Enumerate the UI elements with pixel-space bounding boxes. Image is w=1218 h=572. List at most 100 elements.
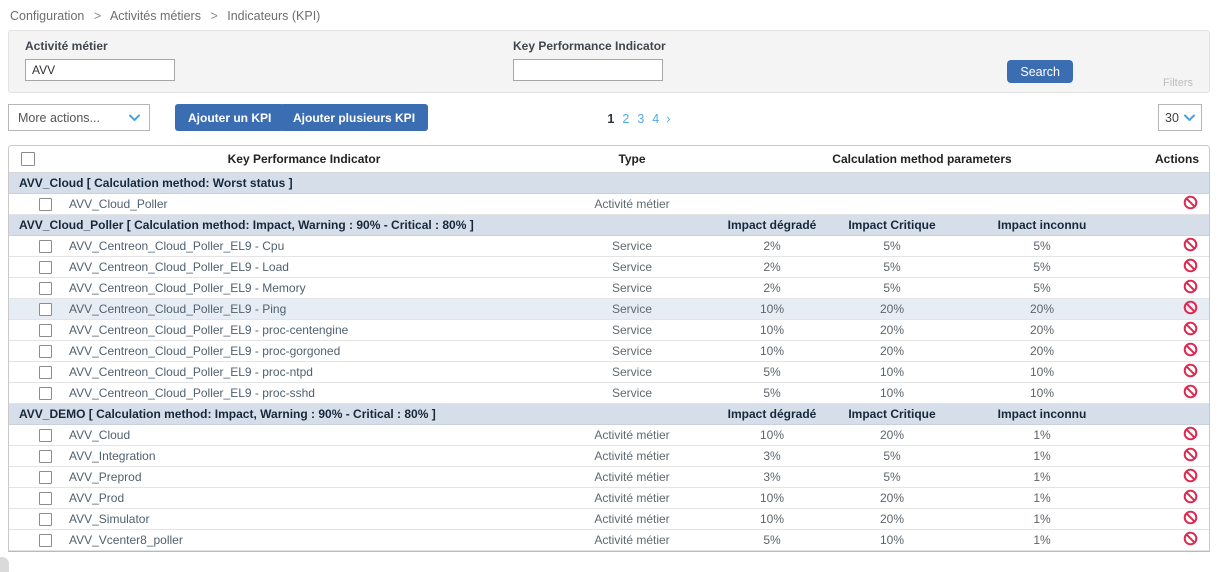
- ban-icon[interactable]: [1183, 363, 1198, 378]
- ban-icon[interactable]: [1183, 489, 1198, 504]
- page-size-select[interactable]: 30: [1158, 104, 1202, 131]
- toolbar: More actions... Ajouter un KPI Ajouter p…: [8, 104, 1210, 132]
- row-checkbox-cell: [9, 488, 61, 509]
- impact-degraded-value: 10%: [717, 341, 827, 362]
- impact-critical-value: 10%: [827, 383, 957, 404]
- kpi-filter-group: Key Performance Indicator: [513, 39, 666, 81]
- ban-icon[interactable]: [1183, 321, 1198, 336]
- impact-unknown-value: 1%: [957, 425, 1127, 446]
- impact-degraded-value: 2%: [717, 236, 827, 257]
- ban-icon[interactable]: [1183, 342, 1198, 357]
- ban-icon[interactable]: [1183, 279, 1198, 294]
- more-actions-label: More actions...: [18, 110, 100, 125]
- kpi-type: Service: [547, 362, 717, 383]
- pagination-page-2[interactable]: 2: [622, 112, 630, 126]
- row-checkbox[interactable]: [39, 387, 52, 401]
- impact-column-label: Impact dégradé: [717, 215, 827, 236]
- activity-filter-input[interactable]: [25, 59, 175, 81]
- select-all-checkbox[interactable]: [21, 152, 35, 167]
- impact-critical-value: 5%: [827, 236, 957, 257]
- impact-unknown-value: 1%: [957, 509, 1127, 530]
- row-actions-cell: [1127, 425, 1209, 446]
- ban-icon[interactable]: [1183, 468, 1198, 483]
- group-actions-spacer: [1127, 173, 1209, 194]
- ban-icon[interactable]: [1183, 531, 1198, 546]
- impact-unknown-value: 1%: [957, 446, 1127, 467]
- impact-column-label: Impact inconnu: [957, 404, 1127, 425]
- ban-icon[interactable]: [1183, 510, 1198, 525]
- impact-degraded-value: 3%: [717, 446, 827, 467]
- ban-icon[interactable]: [1183, 384, 1198, 399]
- row-checkbox[interactable]: [39, 345, 52, 359]
- row-checkbox[interactable]: [39, 240, 52, 254]
- impact-critical-value: [827, 194, 957, 215]
- kpi-row: AVV_Centreon_Cloud_Poller_EL9 - Load Serv…: [9, 257, 1209, 278]
- impact-column-label: Impact Critique: [827, 404, 957, 425]
- row-checkbox[interactable]: [39, 324, 52, 338]
- ban-icon[interactable]: [1183, 426, 1198, 441]
- header-calculation-parameters: Calculation method parameters: [717, 146, 1127, 173]
- breadcrumb-configuration[interactable]: Configuration: [10, 9, 85, 23]
- kpi-name: AVV_Centreon_Cloud_Poller_EL9 - proc-ssh…: [61, 383, 547, 404]
- impact-critical-value: 10%: [827, 362, 957, 383]
- row-checkbox[interactable]: [39, 366, 52, 380]
- row-checkbox[interactable]: [39, 471, 52, 485]
- row-actions-cell: [1127, 446, 1209, 467]
- add-kpi-button[interactable]: Ajouter un KPI: [175, 104, 285, 131]
- group-title: AVV_Cloud [ Calculation method: Worst st…: [9, 173, 717, 194]
- row-checkbox[interactable]: [39, 534, 52, 548]
- ban-icon[interactable]: [1183, 237, 1198, 252]
- kpi-type: Activité métier: [547, 467, 717, 488]
- impact-column-label: [717, 173, 827, 194]
- header-actions: Actions: [1127, 146, 1209, 173]
- impact-degraded-value: 3%: [717, 467, 827, 488]
- impact-critical-value: 10%: [827, 530, 957, 551]
- kpi-filter-input[interactable]: [513, 59, 663, 81]
- ban-icon[interactable]: [1183, 195, 1198, 210]
- ban-icon[interactable]: [1183, 447, 1198, 462]
- pagination-page-3[interactable]: 3: [637, 112, 645, 126]
- impact-unknown-value: 1%: [957, 488, 1127, 509]
- pagination-page-4[interactable]: 4: [652, 112, 660, 126]
- kpi-type: Service: [547, 341, 717, 362]
- kpi-row: AVV_Centreon_Cloud_Poller_EL9 - proc-gor…: [9, 341, 1209, 362]
- row-actions-cell: [1127, 236, 1209, 257]
- row-actions-cell: [1127, 530, 1209, 551]
- row-checkbox[interactable]: [39, 303, 52, 317]
- impact-degraded-value: 5%: [717, 383, 827, 404]
- kpi-row: AVV_Centreon_Cloud_Poller_EL9 - proc-ntp…: [9, 362, 1209, 383]
- row-actions-cell: [1127, 257, 1209, 278]
- impact-critical-value: 5%: [827, 278, 957, 299]
- impact-degraded-value: 2%: [717, 257, 827, 278]
- impact-critical-value: 20%: [827, 509, 957, 530]
- kpi-row: AVV_Integration Activité métier 3% 5% 1%: [9, 446, 1209, 467]
- add-multiple-kpi-button[interactable]: Ajouter plusieurs KPI: [280, 104, 429, 131]
- ban-icon[interactable]: [1183, 258, 1198, 273]
- row-checkbox[interactable]: [39, 492, 52, 506]
- select-all-cell: [9, 146, 61, 173]
- breadcrumb-indicateurs-kpi: Indicateurs (KPI): [227, 9, 321, 23]
- chevron-down-icon: [129, 114, 140, 122]
- pagination-next-icon[interactable]: ›: [666, 111, 671, 126]
- row-checkbox[interactable]: [39, 429, 52, 443]
- row-actions-cell: [1127, 509, 1209, 530]
- header-kpi: Key Performance Indicator: [61, 146, 547, 173]
- row-checkbox-cell: [9, 236, 61, 257]
- breadcrumb-activites-metiers[interactable]: Activités métiers: [109, 9, 201, 23]
- kpi-table: Key Performance Indicator Type Calculati…: [8, 145, 1210, 552]
- search-button[interactable]: Search: [1007, 60, 1073, 83]
- more-actions-select[interactable]: More actions...: [8, 104, 150, 131]
- ban-icon[interactable]: [1183, 300, 1198, 315]
- kpi-name: AVV_Cloud_Poller: [61, 194, 547, 215]
- row-checkbox[interactable]: [39, 261, 52, 275]
- filter-panel: Activité métier Key Performance Indicato…: [8, 30, 1210, 93]
- impact-unknown-value: 20%: [957, 320, 1127, 341]
- impact-unknown-value: 1%: [957, 530, 1127, 551]
- row-checkbox[interactable]: [39, 198, 52, 212]
- impact-degraded-value: 5%: [717, 530, 827, 551]
- row-checkbox[interactable]: [39, 513, 52, 527]
- row-checkbox[interactable]: [39, 450, 52, 464]
- impact-column-label: Impact Critique: [827, 215, 957, 236]
- impact-critical-value: 5%: [827, 446, 957, 467]
- row-checkbox[interactable]: [39, 282, 52, 296]
